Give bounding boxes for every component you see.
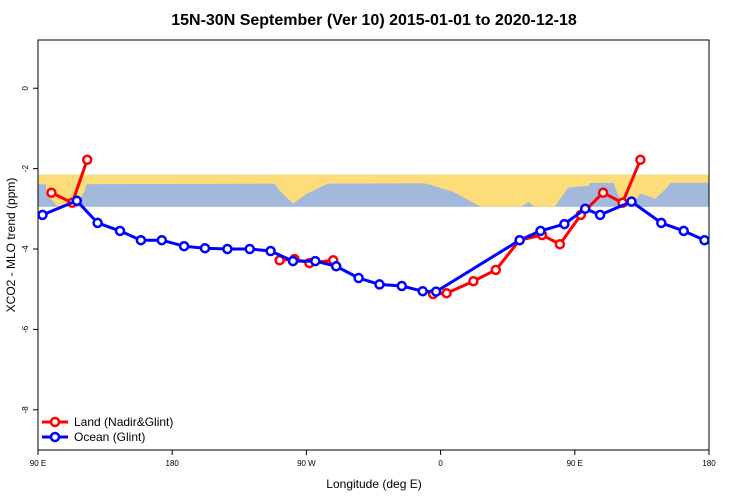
data-point <box>441 287 452 299</box>
data-point <box>468 275 479 287</box>
series-1 <box>38 195 750 297</box>
data-point <box>46 187 57 198</box>
data-point <box>417 285 428 297</box>
y-tick-label: -6 <box>21 325 30 333</box>
x-axis: 90 E 180 90 W 0 90 E 180 <box>30 450 716 468</box>
legend-label-land: Land (Nadir&Glint) <box>74 415 173 429</box>
world-map-strip <box>38 174 709 207</box>
series-layer <box>38 154 750 300</box>
data-point <box>310 255 321 267</box>
data-point <box>626 196 637 207</box>
y-tick-label: -8 <box>21 406 30 414</box>
data-point <box>38 209 48 221</box>
x-tick-label: 90 W <box>297 459 316 468</box>
data-point <box>287 255 299 267</box>
data-point <box>490 264 502 276</box>
data-point <box>353 272 364 284</box>
chart-title: 15N-30N September (Ver 10) 2015-01-01 to… <box>171 12 577 29</box>
data-point <box>430 286 442 297</box>
data-point <box>81 154 93 166</box>
x-axis-label: Longitude (deg E) <box>326 477 421 491</box>
data-point <box>514 234 525 246</box>
data-point <box>554 238 566 250</box>
data-point <box>678 225 689 237</box>
plot-frame <box>37 39 710 451</box>
legend-marker-ocean <box>49 431 61 443</box>
data-point <box>92 217 103 229</box>
data-point <box>559 218 570 230</box>
data-point <box>374 279 385 290</box>
y-axis-label: XCO2 - MLO trend (ppm) <box>4 178 18 313</box>
y-tick-label: -2 <box>21 165 30 173</box>
data-point <box>594 209 606 221</box>
data-point <box>178 240 190 252</box>
data-point <box>71 195 83 207</box>
data-point <box>579 203 591 215</box>
data-point <box>114 225 126 237</box>
data-point <box>535 225 546 237</box>
data-point <box>656 217 667 229</box>
data-point <box>156 234 168 246</box>
legend: Land (Nadir&Glint) Ocean (Glint) <box>42 415 173 444</box>
x-tick-label: 180 <box>702 459 716 468</box>
data-point <box>597 187 609 198</box>
map-land-shape <box>38 174 709 185</box>
x-tick-label: 180 <box>166 459 180 468</box>
data-point <box>745 236 750 244</box>
legend-marker-land <box>49 416 61 428</box>
x-tick-label: 90 E <box>567 459 583 468</box>
map-land-shape <box>494 174 575 207</box>
y-axis: 0 -2 -4 -6 -8 <box>21 85 38 413</box>
series-line <box>41 199 709 294</box>
data-point <box>699 234 709 246</box>
y-tick-label: -4 <box>21 245 30 253</box>
x-tick-label: 90 E <box>30 459 46 468</box>
data-point <box>396 280 408 292</box>
data-point <box>244 243 255 255</box>
data-point <box>135 234 147 246</box>
map-land-shape <box>272 174 334 204</box>
y-tick-label: 0 <box>21 85 30 90</box>
data-point <box>265 245 276 257</box>
data-point <box>330 261 342 272</box>
data-point <box>723 236 731 244</box>
data-point <box>635 154 646 166</box>
data-point <box>222 243 233 255</box>
x-tick-label: 0 <box>438 459 443 468</box>
legend-label-ocean: Ocean (Glint) <box>74 430 145 444</box>
data-point <box>199 242 211 254</box>
